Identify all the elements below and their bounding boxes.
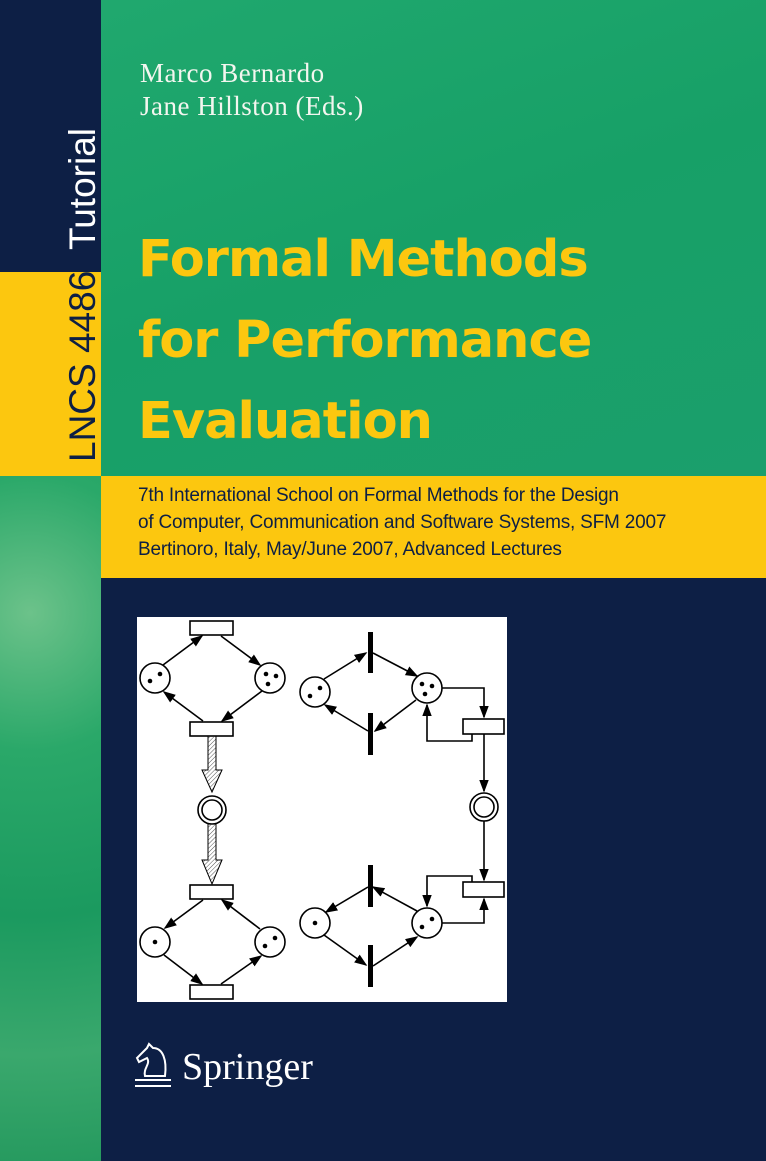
spine-green-block: [0, 476, 101, 1161]
subtitle-band: [101, 476, 766, 578]
spine-yellow-block: [0, 272, 101, 476]
petri-net-figure: [137, 617, 507, 1002]
author-2: Jane Hillston (Eds.): [140, 91, 364, 121]
publisher-name: Springer: [182, 1046, 313, 1088]
title-line-2: for Performance: [138, 311, 592, 370]
petri-net-diagram: [139, 620, 505, 1000]
cover-green-panel: [101, 0, 766, 476]
title-line-3: Evaluation: [138, 392, 433, 451]
subtitle-line-1: 7th International School on Formal Metho…: [138, 485, 619, 506]
knight-chess-piece-icon: [133, 1042, 175, 1094]
subtitle-line-2: of Computer, Communication and Software …: [138, 512, 667, 533]
series-type-label: Tutorial: [62, 127, 103, 250]
title-line-1: Formal Methods: [138, 230, 589, 289]
subtitle-line-3: Bertinoro, Italy, May/June 2007, Advance…: [138, 539, 562, 560]
spine-navy-block: [0, 0, 101, 272]
author-1: Marco Bernardo: [140, 58, 325, 88]
series-number-label: LNCS 4486: [62, 270, 103, 462]
